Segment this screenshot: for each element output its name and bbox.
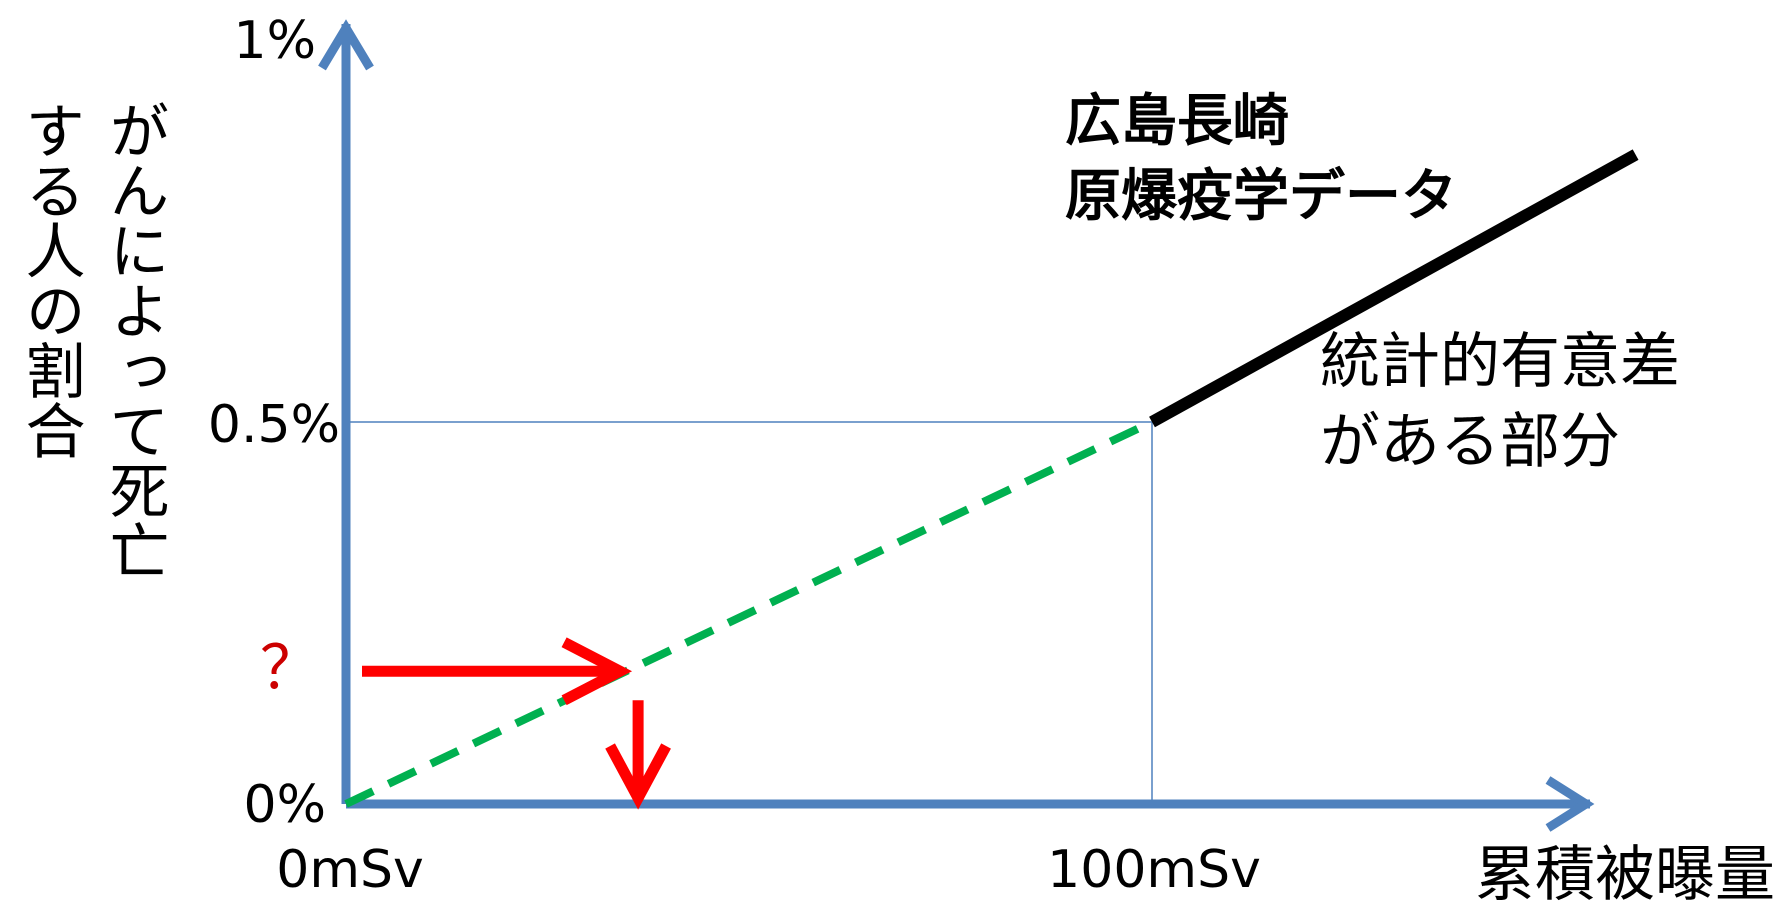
annotation-significance-line-1: 統計的有意差 — [1320, 327, 1680, 397]
annotation-significance-line-2: がある部分 — [1320, 407, 1620, 477]
annotation-data-source-line-2: 原爆疫学データ — [1065, 164, 1457, 229]
x-axis-label: 累積被曝量 — [1475, 840, 1775, 907]
annotation-data-source-line-1: 広島長崎 — [1065, 89, 1289, 154]
y-tick-label-1: 1% — [234, 11, 317, 71]
probe-arrow-horizontal-head — [561, 637, 633, 706]
y-axis-label-line-2: する人の割合 — [15, 100, 85, 460]
y-tick-label-0: 0% — [244, 775, 327, 835]
y-axis-label-line-1: がんによって死亡 — [99, 100, 169, 580]
probe-question-mark: ？ — [260, 633, 320, 703]
series-line-extrapolated — [344, 418, 1154, 808]
y-tick-label-0.5: 0.5% — [208, 395, 340, 455]
series-line-observed — [1149, 149, 1639, 428]
probe-arrow-vertical-head — [605, 743, 671, 810]
y-axis-arrowhead — [318, 19, 374, 71]
x-axis-arrowhead — [1545, 776, 1595, 832]
x-tick-label-0: 0mSv — [276, 840, 424, 900]
x-tick-label-100: 100mSv — [1047, 840, 1261, 900]
